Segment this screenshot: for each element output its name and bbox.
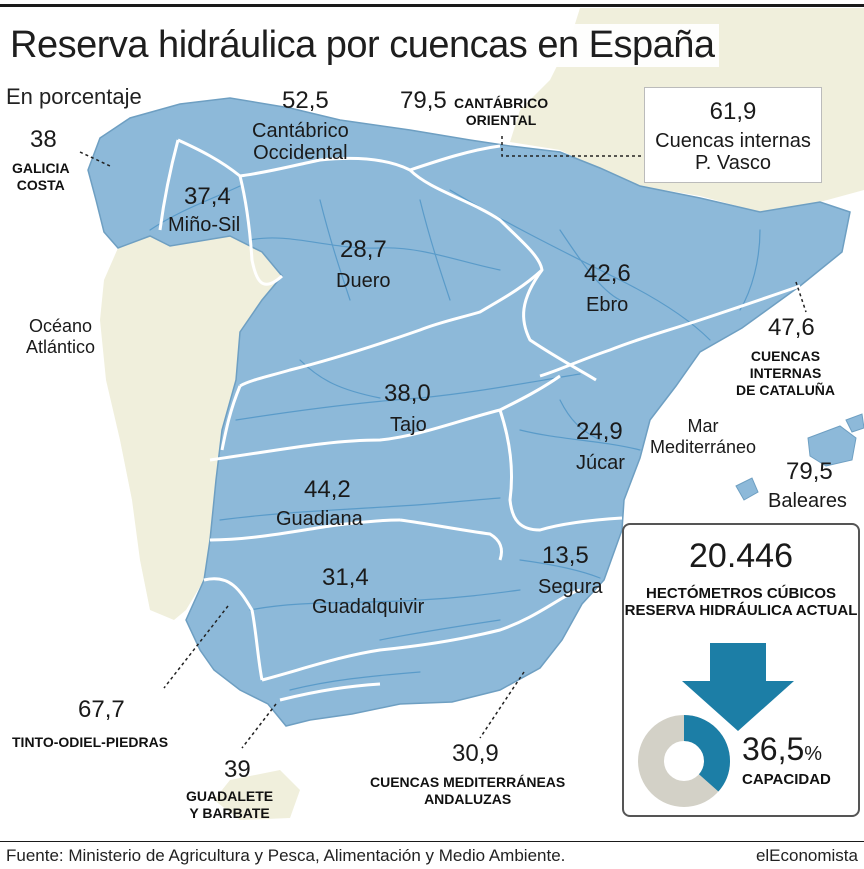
basin-name-line: INTERNAS xyxy=(749,365,822,381)
basin-value-baleares: 79,5 xyxy=(786,458,833,485)
brand-logo-text: elEconomista xyxy=(755,846,858,865)
total-reserve-value: 20.446 xyxy=(689,537,793,575)
leader-tinto-odiel xyxy=(163,605,229,689)
basin-borders xyxy=(158,138,801,702)
capacity-label: CAPACIDAD xyxy=(742,771,831,788)
rivers xyxy=(149,185,761,691)
basin-value-cantabrico-oriental: 79,5 xyxy=(400,87,447,114)
basin-name-line: Cantábrico xyxy=(252,120,349,142)
down-arrow-icon xyxy=(682,643,794,731)
basin-name-duero: Duero xyxy=(336,270,391,292)
atlantic-ocean-label: Océano Atlántico xyxy=(26,316,95,358)
sea-label-line: Mediterráneo xyxy=(650,437,757,457)
leader-cataluna xyxy=(795,281,807,313)
basin-name-line: ORIENTAL xyxy=(465,112,537,128)
basin-name-jucar: Júcar xyxy=(576,452,625,474)
basin-value-ebro: 42,6 xyxy=(584,260,631,287)
basin-name-tinto-odiel: TINTO-ODIEL-PIEDRAS xyxy=(12,734,169,750)
basin-value-duero: 28,7 xyxy=(340,236,387,263)
basin-name-guadalete-barbate: GUADALETE Y BARBATE xyxy=(186,788,273,822)
basin-name-line: CUENCAS MEDITERRÁNEAS xyxy=(370,774,566,790)
source-note: Fuente: Ministerio de Agricultura y Pesc… xyxy=(6,846,566,865)
basin-value-galicia-costa: 38 xyxy=(30,126,57,153)
bottom-rule xyxy=(0,841,864,842)
capacity-donut xyxy=(638,715,730,807)
basin-name-baleares: Baleares xyxy=(768,490,847,512)
basin-value-mediterraneas-andaluzas: 30,9 xyxy=(452,740,499,767)
ibiza-island xyxy=(735,477,759,501)
basin-name-line: Y BARBATE xyxy=(189,805,270,821)
basin-name-mino-sil: Miño-Sil xyxy=(168,214,241,236)
leader-guadalete xyxy=(241,703,277,749)
basin-name-line: CANTÁBRICO xyxy=(454,95,549,111)
basin-name-line: GUADALETE xyxy=(186,788,274,804)
sea-label-line: Océano xyxy=(29,316,93,336)
capacity-percentage: 36,5% xyxy=(742,731,822,768)
basin-name-line: P. Vasco xyxy=(695,152,771,174)
mediterranean-sea-label: Mar Mediterráneo xyxy=(650,416,756,458)
basin-value-pvasco: 61,9 xyxy=(709,98,757,125)
capacity-unit: % xyxy=(804,743,823,765)
basin-value-guadiana: 44,2 xyxy=(304,476,351,503)
basin-name-cantabrico-occidental: Cantábrico Occidental xyxy=(252,120,349,164)
basin-name-line: DE CATALUÑA xyxy=(736,382,836,398)
pvasco-callout-box: 61,9 Cuencas internas P. Vasco xyxy=(644,87,822,183)
basin-name-line: ANDALUZAS xyxy=(424,791,512,807)
leader-mediterraneas xyxy=(479,671,525,739)
basin-name-line: CUENCAS xyxy=(750,348,821,364)
donut-capacity-fill xyxy=(638,715,730,807)
basin-name-guadalquivir: Guadalquivir xyxy=(312,596,425,618)
basin-name-line: COSTA xyxy=(16,177,65,193)
basin-value-jucar: 24,9 xyxy=(576,418,623,445)
basin-name-segura: Segura xyxy=(538,576,603,598)
iberia-basins-shape xyxy=(87,97,851,727)
basin-name-line: Cuencas internas xyxy=(655,130,811,152)
menorca-island xyxy=(845,413,864,433)
basin-name-line: Occidental xyxy=(253,142,348,164)
basin-value-guadalquivir: 31,4 xyxy=(322,564,369,591)
mallorca-island xyxy=(807,425,857,467)
page-title: Reserva hidráulica por cuencas en España xyxy=(6,24,719,67)
basin-value-cantabrico-occidental: 52,5 xyxy=(282,87,329,114)
total-reserve-label: HECTÓMETROS CÚBICOS RESERVA HIDRÁULICA A… xyxy=(624,585,858,619)
morocco-land xyxy=(214,770,300,820)
sea-label-line: Atlántico xyxy=(26,337,96,357)
top-rule xyxy=(0,4,864,7)
sea-label-line: Mar xyxy=(687,416,719,436)
capacity-value: 36,5 xyxy=(742,731,805,767)
basin-value-tajo: 38,0 xyxy=(384,380,431,407)
basins-layer xyxy=(87,97,864,727)
basin-value-cataluna: 47,6 xyxy=(768,314,815,341)
basin-name-cantabrico-oriental: CANTÁBRICO ORIENTAL xyxy=(454,95,548,129)
page-subtitle: En porcentaje xyxy=(6,84,142,109)
basin-name-mediterraneas-andaluzas: CUENCAS MEDITERRÁNEAS ANDALUZAS xyxy=(370,774,565,808)
leader-lines xyxy=(79,136,807,749)
basin-value-tinto-odiel: 67,7 xyxy=(78,696,125,723)
basin-name-ebro: Ebro xyxy=(586,294,629,316)
basin-name-galicia-costa: GALICIA COSTA xyxy=(12,160,70,194)
portugal-land xyxy=(100,236,282,620)
basin-name-cataluna: CUENCAS INTERNAS DE CATALUÑA xyxy=(736,348,835,399)
basin-value-mino-sil: 37,4 xyxy=(184,183,231,210)
basin-name-tajo: Tajo xyxy=(390,414,427,436)
basin-name-guadiana: Guadiana xyxy=(276,508,363,530)
basin-value-segura: 13,5 xyxy=(542,542,589,569)
summary-panel: 20.446 HECTÓMETROS CÚBICOS RESERVA HIDRÁ… xyxy=(622,523,860,817)
leader-cantabrico-oriental xyxy=(501,136,554,157)
basin-name-pvasco: Cuencas internas P. Vasco xyxy=(645,130,821,174)
basin-name-line: GALICIA xyxy=(12,160,70,176)
basin-value-guadalete-barbate: 39 xyxy=(224,756,251,783)
